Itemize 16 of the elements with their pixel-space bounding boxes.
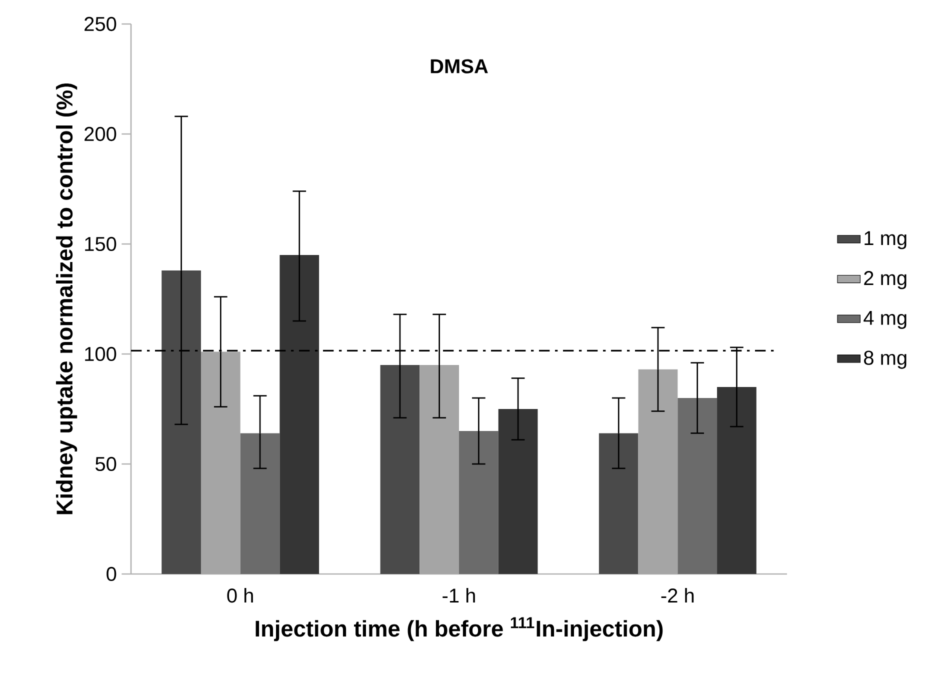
y-tick-label: 50 [96,456,116,472]
x-tick-label: 0 h [227,588,253,603]
text: DMSA [430,59,488,74]
x-tick-label: -1 h [442,588,475,603]
y-tick-label: 150 [85,236,116,252]
x-tick-label: -2 h [661,588,694,603]
x-axis-title: Injection time (h before $^{111}$In-injection) [256,617,663,642]
y-tick-label: 250 [84,16,116,32]
y-axis-title: Kidney uptake normalized to control (%) [56,84,78,514]
legend-label: 1 mg [864,231,906,250]
legend-label: 2 mg [864,271,906,290]
y-tick-label: 0 [106,566,116,582]
y-tick-label: 100 [85,346,116,362]
legend-label: 4 mg [864,310,906,329]
y-tick-label: 200 [84,126,116,142]
legend-label: 8 mg [864,350,906,369]
